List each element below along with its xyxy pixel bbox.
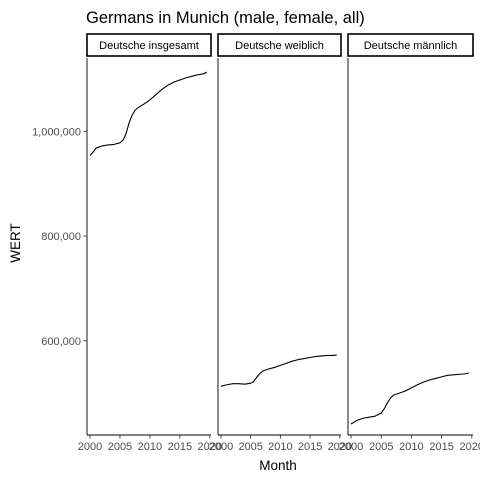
y-tick-label: 1,000,000: [32, 126, 81, 138]
x-tick-label: 2015: [429, 441, 453, 453]
facet-strip-box-1: [86, 33, 212, 57]
x-tick-label: 2000: [339, 441, 363, 453]
chart-title: Germans in Munich (male, female, all): [86, 9, 365, 27]
x-axis-title: Month: [259, 458, 297, 473]
facet-strip-label-1: Deutsche insgesamt: [99, 40, 199, 52]
facet-panel-1: Deutsche insgesamt 2000 2005 2010 2015 2020: [78, 33, 222, 453]
x-tick-label: 2000: [78, 441, 102, 453]
x-tick-label: 2010: [138, 441, 162, 453]
facet-panel-2: Deutsche weiblich 2000 2005 2010 2015 2020: [209, 33, 352, 453]
x-tick-label: 2010: [399, 441, 423, 453]
y-axis: 600,000 800,000 1,000,000: [32, 126, 87, 348]
x-tick-label: 2015: [298, 441, 322, 453]
x-tick-label: 2015: [168, 441, 192, 453]
x-tick-label: 2010: [268, 441, 292, 453]
facet-strip-label-3: Deutsche männlich: [364, 40, 458, 52]
x-tick-label: 2005: [108, 441, 132, 453]
y-axis-title: WERT: [8, 223, 23, 263]
series-line-3: [350, 372, 469, 425]
facet-strip-label-2: Deutsche weiblich: [235, 40, 324, 52]
facet-panel-3: Deutsche männlich 2000 2005 2010 2015 2020: [339, 33, 480, 453]
x-tick-label: 2005: [369, 441, 393, 453]
series-line-2: [220, 354, 337, 387]
x-tick-label: 2000: [209, 441, 233, 453]
x-tick-label: 2020: [198, 441, 222, 453]
y-tick-label: 600,000: [41, 336, 81, 348]
x-tick-label: 2020: [460, 441, 480, 453]
x-tick-label: 2020: [328, 441, 352, 453]
x-tick-label: 2005: [238, 441, 262, 453]
y-tick-label: 800,000: [41, 231, 81, 243]
facet-strip-box-2: [217, 33, 342, 57]
series-line-1: [89, 71, 208, 156]
facet-strip-box-3: [347, 33, 474, 57]
